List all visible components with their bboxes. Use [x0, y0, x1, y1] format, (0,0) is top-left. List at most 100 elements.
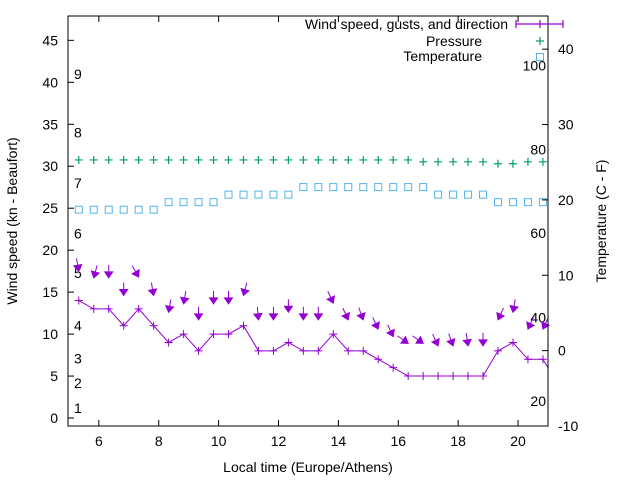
arrow-shaft [184, 290, 187, 299]
pressure-point [74, 155, 83, 164]
temperature-point [239, 190, 248, 199]
arrow-head [462, 338, 473, 347]
wind-speed-point [508, 338, 517, 347]
pressure-point [374, 155, 383, 164]
x-tick-label: 10 [211, 433, 227, 449]
gust-direction-arrow [462, 332, 473, 347]
legend: Wind speed, gusts, and direction Pressur… [305, 16, 564, 64]
pressure-point [149, 155, 158, 164]
fahrenheit-label: 60 [530, 225, 546, 241]
gust-direction-arrow [193, 306, 204, 321]
arrow-shaft [131, 265, 137, 273]
y-tick-label: 10 [42, 326, 58, 342]
y-tick-label: 45 [42, 32, 58, 48]
arrow-head [208, 297, 219, 305]
pressure-point [254, 155, 263, 164]
arrow-head [400, 335, 409, 344]
gust-direction-arrow [446, 333, 456, 347]
arrow-head [541, 321, 551, 330]
temperature-point [74, 205, 83, 214]
arrow-head [103, 271, 114, 279]
arrow-head [118, 288, 129, 297]
arrow-head [356, 312, 366, 321]
temperature-point [434, 190, 443, 199]
temperature-point [89, 205, 98, 214]
wind-speed-point [464, 372, 473, 381]
temperature-point [538, 198, 547, 207]
temperature-point [119, 205, 128, 214]
temperature-point [523, 198, 532, 207]
x-axis-label: Local time (Europe/Athens) [223, 459, 393, 475]
gust-direction-arrow [397, 335, 409, 344]
gust-direction-arrow [179, 290, 190, 305]
wind-speed-point [449, 372, 458, 381]
x-tick-label: 18 [450, 433, 466, 449]
gust-direction-arrow [313, 306, 324, 321]
temperature-point [179, 198, 188, 207]
arrow-head [252, 312, 263, 321]
arrow-shaft [372, 317, 377, 324]
pressure-point [194, 155, 203, 164]
arrow-shaft [412, 335, 419, 341]
y-tick-label: 25 [42, 200, 58, 216]
temperature-point [359, 183, 368, 192]
wind-speed-point [149, 321, 158, 330]
arrow-shaft [358, 307, 362, 315]
arrow-shaft [244, 282, 248, 290]
fahrenheit-label: 100 [523, 58, 547, 74]
wind-speed-point [493, 346, 502, 355]
fahrenheit-label: 20 [530, 393, 546, 409]
arrow-shaft [150, 282, 154, 290]
gust-direction-arrow [298, 306, 309, 321]
y-tick-label: 40 [42, 74, 58, 90]
beaufort-label: 9 [74, 66, 82, 82]
temperature-point [404, 183, 413, 192]
gust-direction-arrow [509, 299, 519, 314]
arrow-head [385, 328, 395, 338]
y-axis-label: Wind speed (kn - Beaufort) [4, 137, 20, 304]
arrow-head [283, 305, 294, 314]
temperature-point [149, 205, 158, 214]
pressure-point [419, 157, 428, 166]
gust-direction-arrow [103, 264, 114, 279]
legend-label-wind: Wind speed, gusts, and direction [305, 16, 508, 32]
gust-direction-arrow [131, 265, 140, 278]
pressure-point [239, 155, 248, 164]
temperature-point [464, 190, 473, 199]
wind-speed-point [284, 338, 293, 347]
pressure-point [314, 155, 323, 164]
temperature-point [389, 183, 398, 192]
y2-tick-label: -10 [558, 418, 578, 434]
y2-tick-label: 0 [558, 343, 566, 359]
temperature-point [508, 198, 517, 207]
arrow-head [509, 305, 519, 314]
arrow-head [147, 288, 158, 297]
x-tick-label: 14 [331, 433, 347, 449]
beaufort-label: 8 [74, 125, 82, 141]
pressure-point [493, 159, 502, 168]
legend-sample-pressure [536, 37, 544, 45]
arrow-shaft [94, 265, 98, 273]
wind-speed-line [78, 300, 549, 377]
wind-speed-point [404, 372, 413, 381]
plot-border [67, 15, 549, 427]
beaufort-label: 7 [74, 175, 82, 191]
gust-direction-arrow [164, 299, 175, 314]
pressure-point [299, 155, 308, 164]
wind-speed-point [538, 355, 547, 364]
y2-tick-label: 30 [558, 117, 574, 133]
gust-direction-arrow [223, 290, 234, 305]
gust-direction-arrow [240, 282, 250, 297]
wind-speed-point [254, 346, 263, 355]
arrow-shaft [76, 258, 79, 266]
pressure-point [224, 155, 233, 164]
y2-tick-label: 40 [558, 41, 574, 57]
temperature-point [449, 190, 458, 199]
legend-sample-wind [515, 20, 564, 28]
y2-tick-label: 20 [558, 192, 574, 208]
gust-direction-arrow [147, 282, 158, 297]
pressure-point [523, 157, 532, 166]
beaufort-label: 4 [74, 318, 82, 334]
gust-direction-arrow [478, 332, 488, 347]
arrow-shaft [397, 335, 404, 341]
